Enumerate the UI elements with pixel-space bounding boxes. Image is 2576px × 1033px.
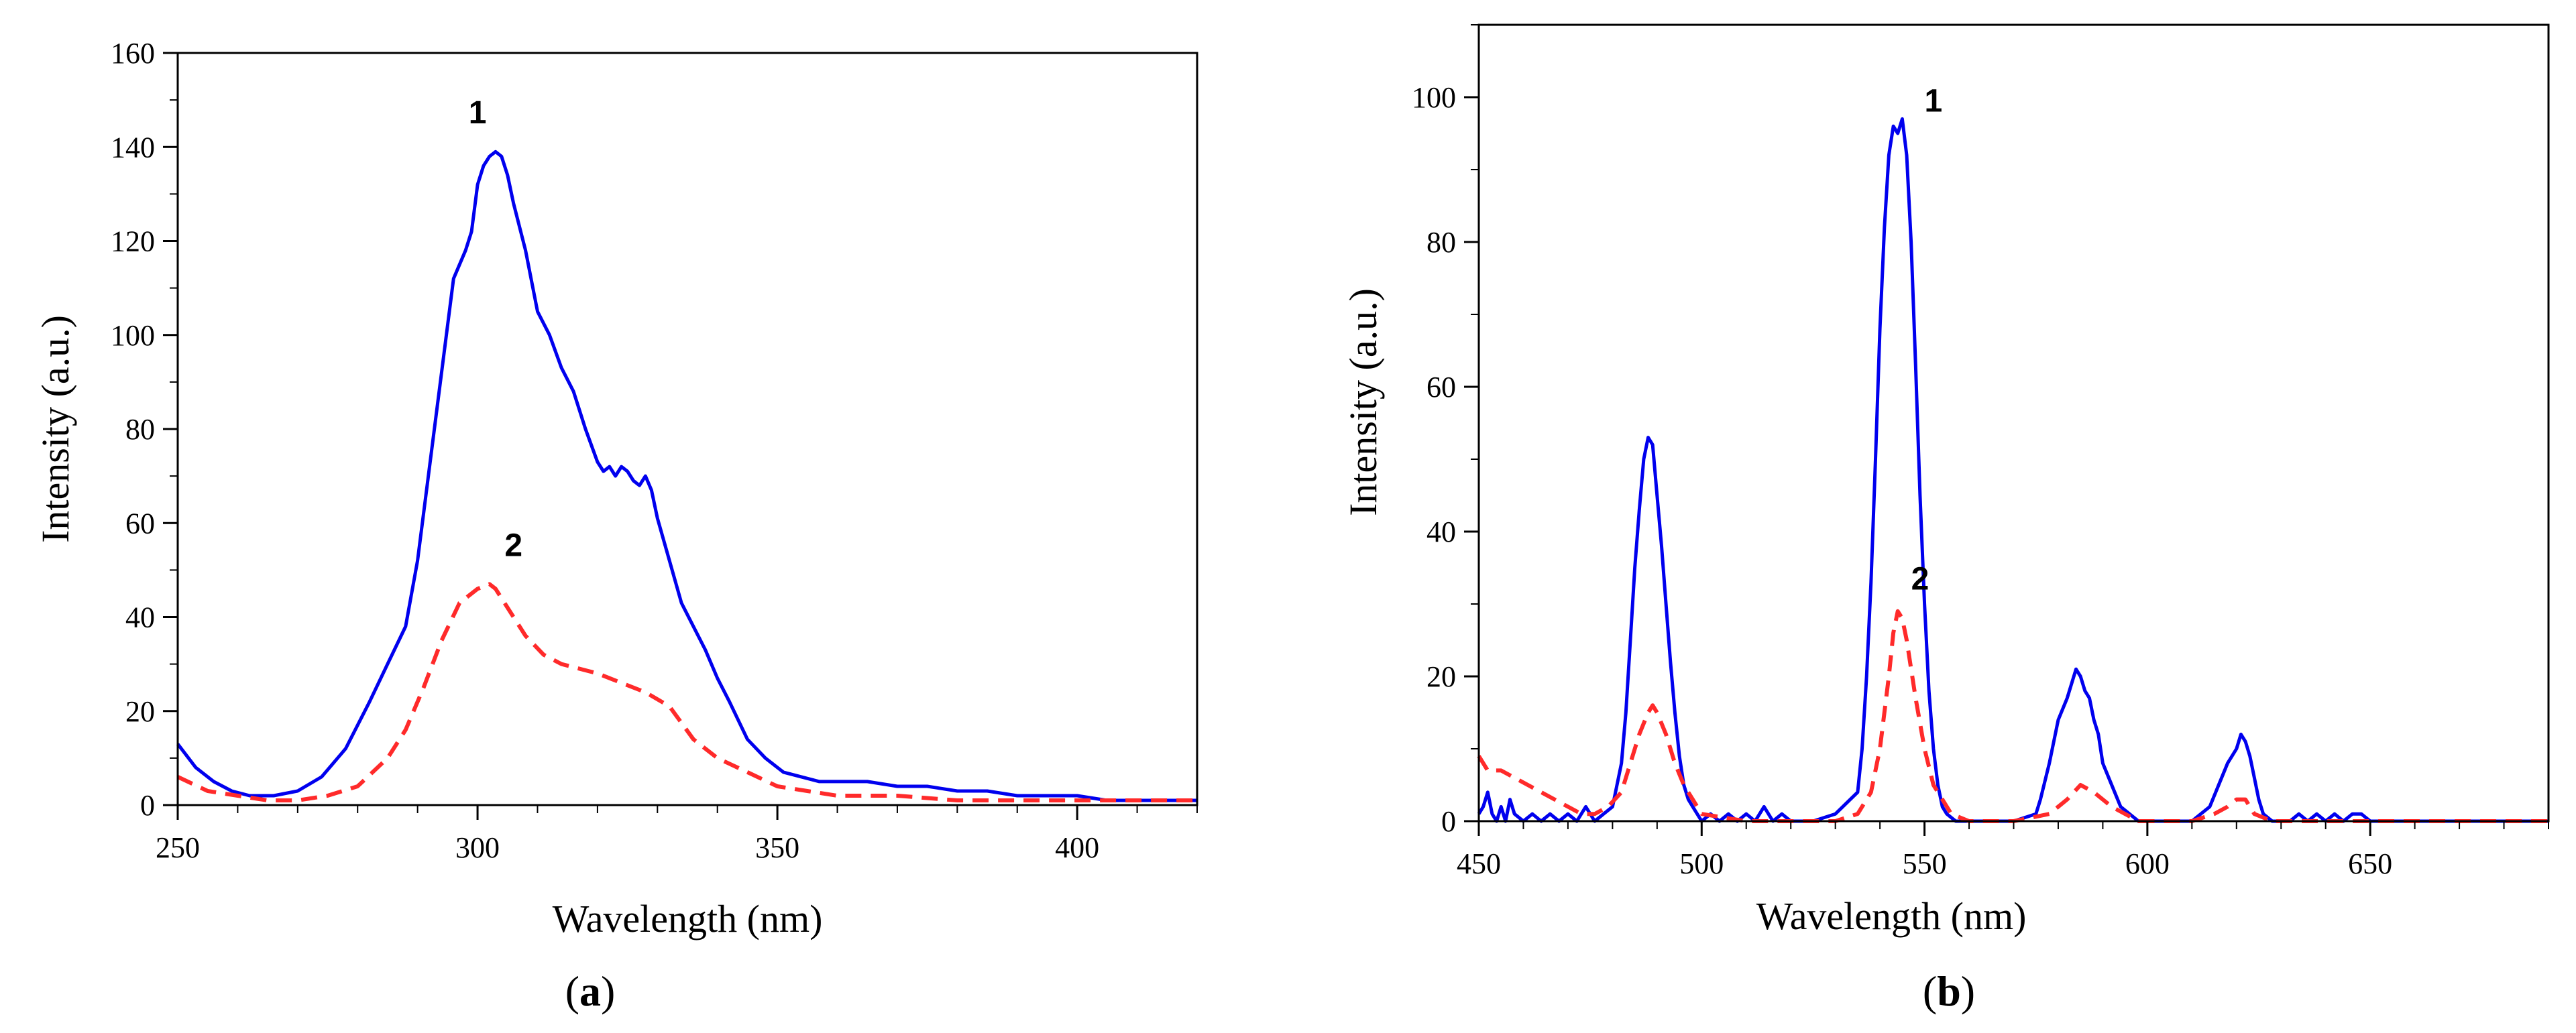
y-tick-label-a-20: 20 <box>125 695 155 728</box>
y-axis-title-b: Intensity (a.u.) <box>1341 288 1385 516</box>
y-tick-label-a-0: 0 <box>140 789 155 822</box>
y-tick-label-b-20: 20 <box>1426 660 1456 693</box>
x-tick-label-b-650: 650 <box>2348 847 2392 880</box>
x-tick-label-a-350: 350 <box>755 831 799 864</box>
y-tick-label-a-120: 120 <box>111 225 155 258</box>
y-tick-label-a-100: 100 <box>111 319 155 352</box>
y-axis-title-a: Intensity (a.u.) <box>34 315 77 543</box>
peak-label-b-1: 1 <box>1925 84 1943 119</box>
panel-letter-b: b <box>1937 967 1961 1015</box>
x-tick-label-b-450: 450 <box>1457 847 1501 880</box>
panel-a: 250 300 350 400 0 20 40 60 80 100 120 140 160 Wavele… <box>34 37 1198 1015</box>
peak-label-a-1: 1 <box>469 95 487 131</box>
peak-label-a-2: 2 <box>504 528 522 563</box>
y-tick-label-a-160: 160 <box>111 37 155 70</box>
plot-frame-b <box>1477 23 2550 823</box>
x-tick-label-a-300: 300 <box>455 831 500 864</box>
x-axis-title-b: Wavelength (nm) <box>1756 894 2027 938</box>
x-tick-label-b-550: 550 <box>1903 847 1947 880</box>
plot-frame-a <box>176 52 1198 806</box>
x-tick-label-b-500: 500 <box>1679 847 1724 880</box>
y-tick-label-a-140: 140 <box>111 131 155 164</box>
x-axis-title-a: Wavelength (nm) <box>553 897 823 940</box>
series-line-a-1-solid <box>176 149 1197 802</box>
series-line-a-2-dashed <box>176 582 1197 802</box>
x-tick-label-a-250: 250 <box>156 831 200 864</box>
y-tick-label-b-100: 100 <box>1412 81 1456 114</box>
y-tick-label-b-80: 80 <box>1426 226 1456 259</box>
y-tick-label-b-0: 0 <box>1441 805 1456 838</box>
panel-letter-a: a <box>579 967 601 1015</box>
panel-b: 450 500 550 600 650 0 20 40 60 80 100 Wavelength (… <box>1341 23 2550 1015</box>
series-line-b-1-solid <box>1477 117 2549 823</box>
y-tick-label-a-40: 40 <box>125 601 155 634</box>
series-line-b-2-dashed <box>1477 609 2549 823</box>
y-tick-label-b-60: 60 <box>1426 371 1456 404</box>
y-tick-label-a-80: 80 <box>125 413 155 446</box>
panel-label-a: (a) <box>565 967 616 1015</box>
x-tick-label-b-600: 600 <box>2125 847 2170 880</box>
x-tick-label-a-400: 400 <box>1055 831 1099 864</box>
y-tick-label-b-40: 40 <box>1426 515 1456 548</box>
y-tick-label-a-60: 60 <box>125 507 155 540</box>
panel-label-b: (b) <box>1923 967 1975 1015</box>
peak-label-b-2: 2 <box>1911 561 1929 597</box>
